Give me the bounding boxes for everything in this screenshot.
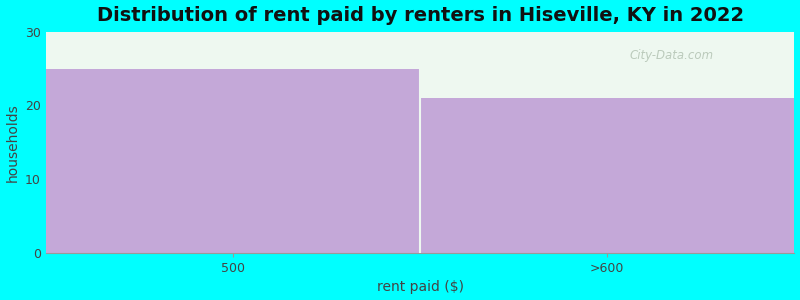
Y-axis label: households: households <box>6 103 19 182</box>
X-axis label: rent paid ($): rent paid ($) <box>377 280 464 294</box>
Title: Distribution of rent paid by renters in Hiseville, KY in 2022: Distribution of rent paid by renters in … <box>97 6 744 25</box>
Text: City-Data.com: City-Data.com <box>630 50 714 62</box>
